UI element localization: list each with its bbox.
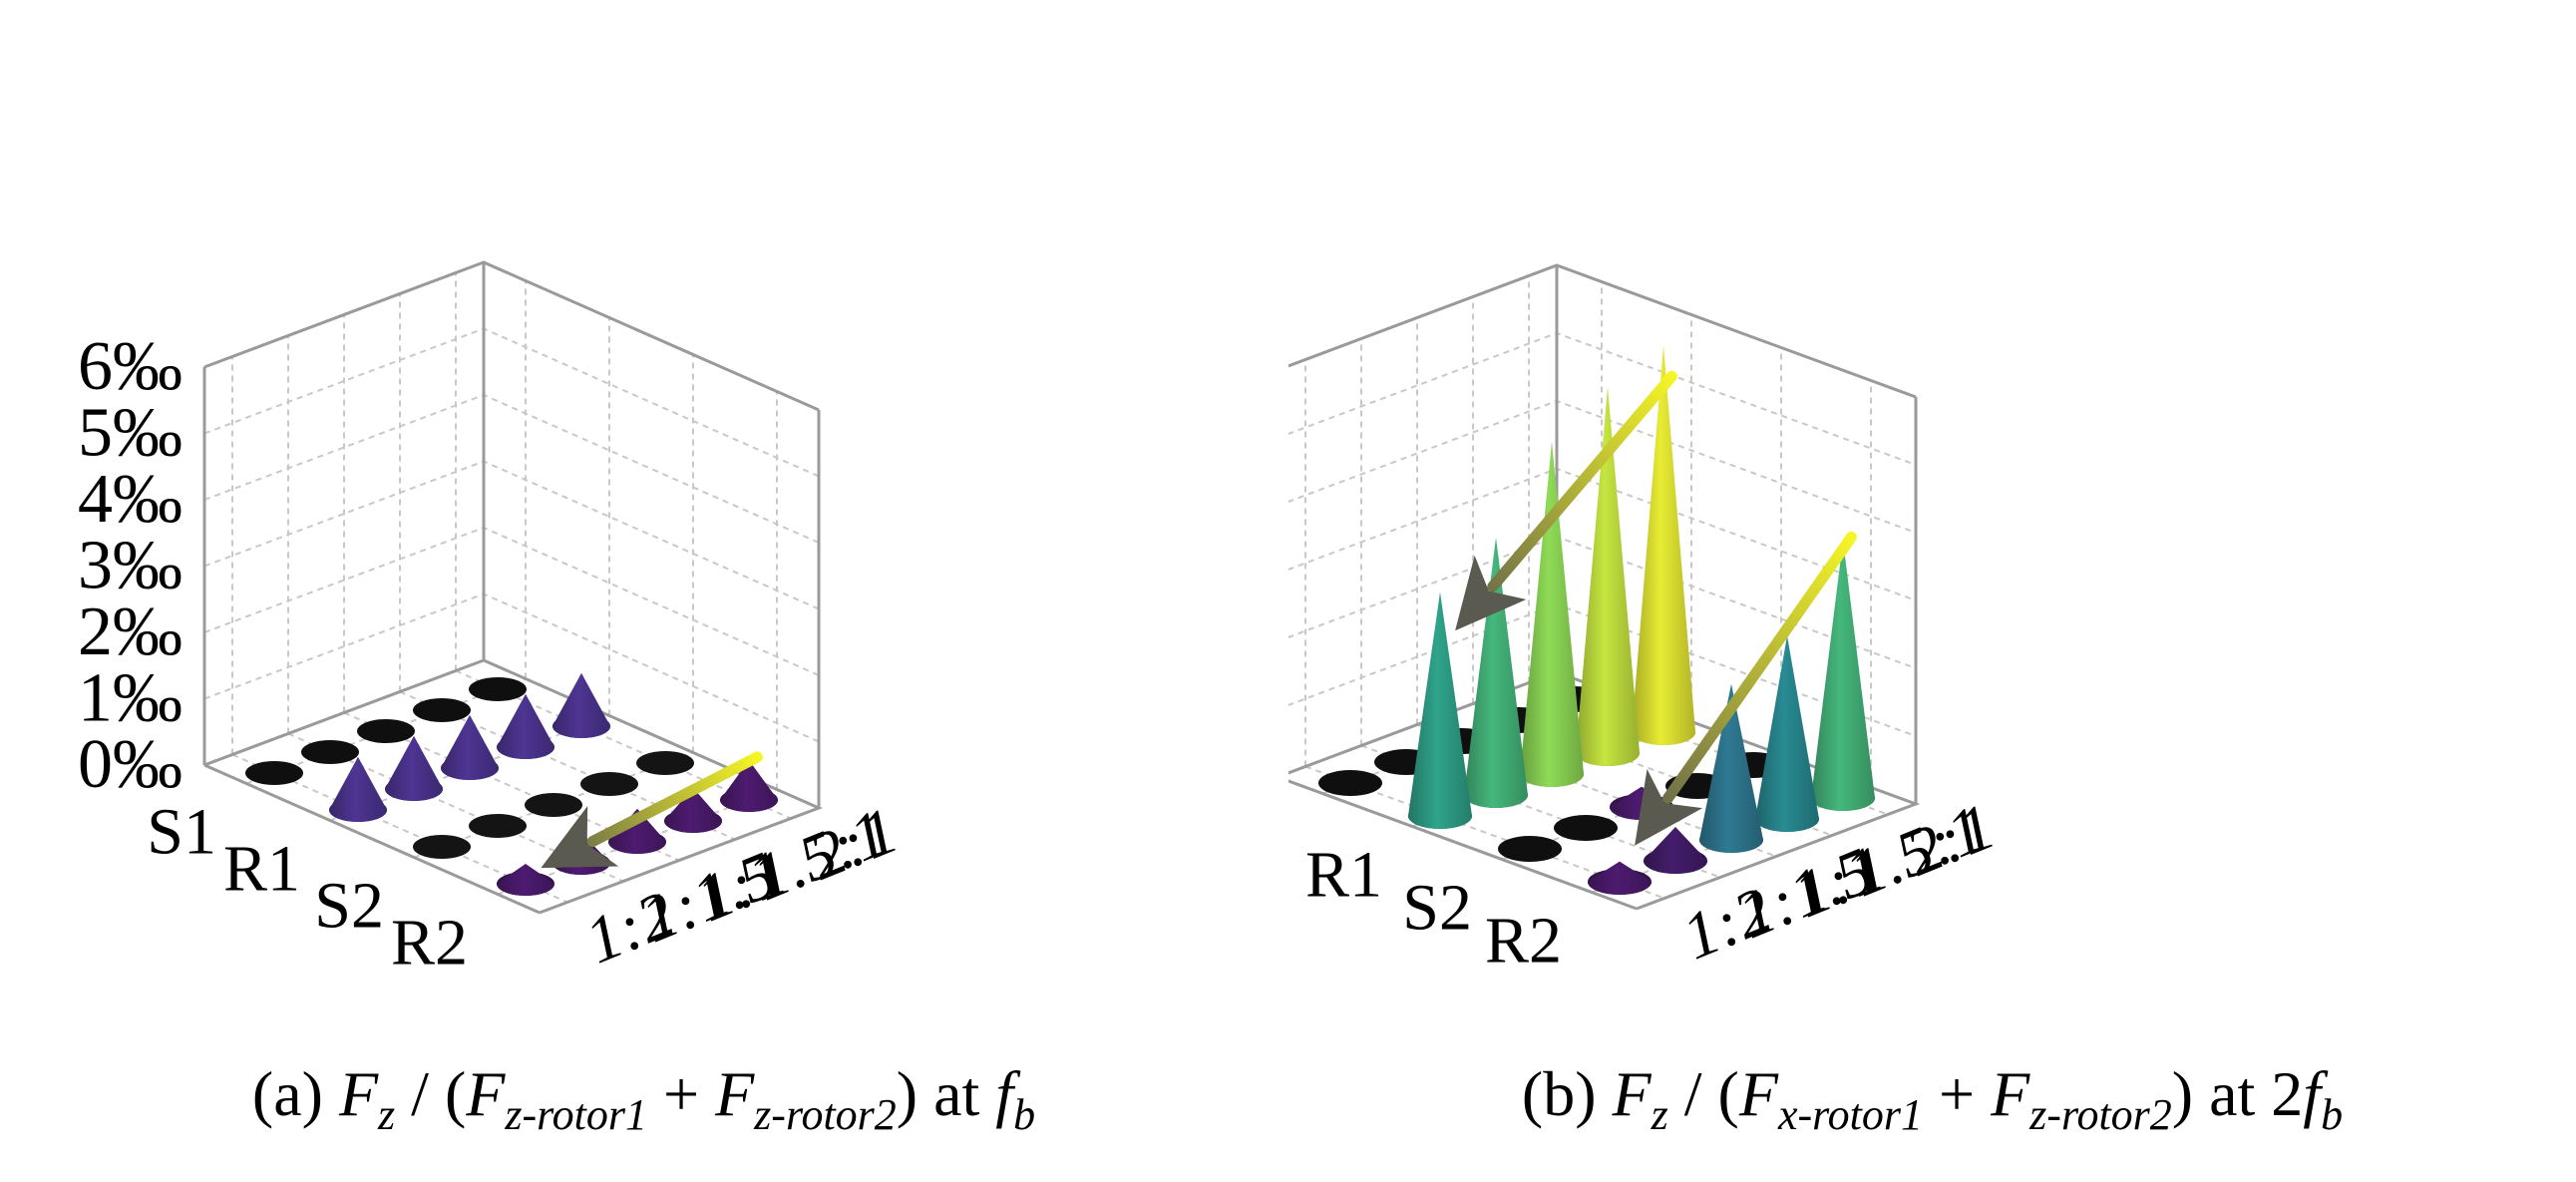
- cone: [1644, 827, 1707, 874]
- cone-base-flat: [357, 719, 415, 743]
- z-tick-label: 0‰: [78, 726, 183, 803]
- z-gridline: [203, 526, 820, 676]
- cone: [385, 735, 443, 801]
- z-tick-label: 2‰: [78, 593, 183, 670]
- caption-a: (a) Fz / (Fz-rotor1 + Fz-rotor2) at fb: [251, 1058, 1036, 1139]
- cone: [608, 808, 666, 854]
- x-category-label: S1: [147, 796, 216, 869]
- cone: [1632, 345, 1695, 745]
- panel-a: 0‰ 1‰ 2‰ 3‰ 4‰ 5‰ 6‰ S1 R1 S2 R2 1:2 1:1.5 1:1 1.5:1 2:…: [78, 260, 1036, 1139]
- cone: [552, 672, 610, 738]
- x-category-label: R2: [391, 907, 468, 980]
- cone-base-flat: [469, 814, 527, 838]
- cone-base-flat: [1498, 836, 1562, 862]
- x-category-label: R1: [223, 833, 300, 906]
- cone: [1588, 861, 1652, 895]
- z-gridline: [203, 592, 820, 743]
- cone: [441, 714, 499, 780]
- panel-b: 0‰1‰2‰3‰4‰5‰6‰S1R1S2R21:21:1.51:11.5:12:…: [1288, 0, 2576, 1182]
- cone-base-flat: [469, 677, 527, 701]
- trend-arrow-head: [1455, 555, 1527, 631]
- floor-front-edge-x: [203, 763, 541, 915]
- cone: [1811, 540, 1875, 811]
- cone: [1699, 683, 1763, 853]
- cone: [664, 787, 722, 833]
- trend-arrow-shaft: [1487, 370, 1677, 592]
- trend-arrow-shaft: [586, 751, 763, 848]
- top-frame: [1288, 263, 1917, 399]
- x-category-label: R1: [1305, 839, 1382, 912]
- cone-base-flat: [1554, 815, 1618, 841]
- cone-base-flat: [636, 751, 694, 775]
- cone: [1520, 441, 1584, 787]
- cone-base-flat: [580, 772, 638, 796]
- trend-arrow-shaft: [1661, 531, 1857, 804]
- z-tick-label: 4‰: [78, 461, 183, 538]
- cone: [1464, 537, 1528, 808]
- z-tick-label: 5‰: [78, 395, 183, 472]
- cone: [720, 760, 778, 812]
- chart-b-svg: 0‰1‰2‰3‰4‰5‰6‰S1R1S2R21:21:1.51:11.5:12:…: [1288, 263, 2005, 978]
- z-gridline: [203, 393, 820, 544]
- top-frame: [203, 260, 820, 412]
- z-gridline: [203, 260, 820, 411]
- floor-front-edge-x: [1288, 779, 1638, 911]
- z-gridline: [203, 327, 820, 478]
- z-tick-label: 3‰: [78, 528, 183, 604]
- cone-base-flat: [525, 793, 582, 817]
- x-category-label: S1: [1288, 806, 1292, 879]
- cone: [497, 693, 554, 759]
- trend-arrow-head: [541, 805, 619, 869]
- cone-base-flat: [1318, 770, 1382, 796]
- z-tick-label: 6‰: [78, 328, 183, 405]
- cone: [1576, 386, 1640, 766]
- z-gridline: [203, 460, 820, 610]
- cone: [497, 864, 554, 896]
- cone-base-flat: [301, 740, 359, 764]
- x-category-label: S2: [1402, 872, 1472, 945]
- cone: [1755, 635, 1819, 832]
- plot-area-1: 0‰1‰2‰3‰4‰5‰6‰S1R1S2R21:21:1.51:11.5:12:…: [1288, 263, 2005, 978]
- cone-base-flat: [413, 698, 471, 722]
- cone-base-flat: [413, 835, 471, 859]
- cone-base-flat: [245, 761, 303, 785]
- x-category-label: S2: [314, 870, 384, 943]
- floor-frame: [203, 658, 823, 915]
- x-category-label: R2: [1485, 905, 1562, 978]
- z-tick-label: 1‰: [78, 660, 183, 737]
- cone: [1408, 591, 1472, 829]
- cone: [329, 756, 387, 822]
- trend-arrow-head: [1635, 768, 1703, 846]
- caption-b: (b) Fz / (Fx-rotor1 + Fz-rotor2) at 2fb: [1521, 1058, 2344, 1139]
